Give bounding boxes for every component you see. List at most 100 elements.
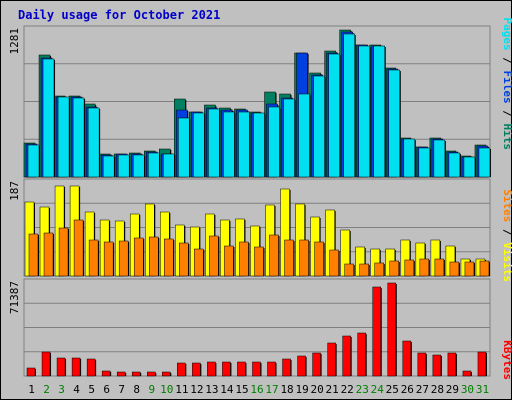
bar-sites-8	[133, 237, 144, 277]
bar-kbytes-6	[101, 370, 111, 377]
bar-pages-23	[358, 45, 370, 178]
bar-kbytes-29	[447, 352, 457, 377]
legend-visits: Visits	[501, 242, 512, 282]
bar-pages-6	[102, 155, 115, 178]
bar-kbytes-23	[357, 332, 366, 377]
bar-kbytes-27	[417, 352, 427, 377]
day-label-10: 10	[160, 383, 173, 396]
bar-sites-20	[314, 241, 324, 277]
bar-kbytes-17	[267, 361, 276, 377]
legend-hits: Hits	[501, 124, 512, 151]
bar-sites-6	[103, 241, 114, 277]
bar-kbytes-7	[116, 371, 126, 377]
bar-kbytes-21	[327, 342, 336, 377]
bar-pages-25	[388, 69, 401, 178]
bar-sites-17	[269, 234, 279, 277]
bar-kbytes-30	[462, 370, 472, 377]
bar-sites-28	[434, 258, 445, 277]
visits-panel: 187	[8, 178, 491, 277]
bar-pages-24	[373, 45, 385, 178]
day-label-6: 6	[103, 383, 110, 396]
bar-pages-9	[148, 152, 160, 178]
day-label-29: 29	[446, 383, 459, 396]
bar-kbytes-8	[131, 371, 141, 377]
day-label-12: 12	[190, 383, 203, 396]
bar-sites-25	[389, 260, 400, 277]
bar-pages-17	[268, 106, 280, 178]
bar-pages-10	[163, 153, 175, 178]
y-max-label: 187	[8, 181, 21, 201]
bar-sites-19	[299, 239, 309, 277]
legend-sep-1: /	[501, 51, 512, 71]
bar-pages-29	[448, 152, 461, 178]
bar-sites-24	[374, 262, 384, 277]
day-label-3: 3	[58, 383, 65, 396]
bar-sites-23	[359, 263, 369, 277]
day-label-1: 1	[28, 383, 35, 396]
bar-sites-2	[43, 232, 54, 277]
hits-panel: 1281	[8, 25, 491, 178]
bar-pages-18	[283, 98, 295, 178]
day-label-16: 16	[250, 383, 263, 396]
bar-pages-14	[223, 111, 235, 178]
day-label-23: 23	[356, 383, 369, 396]
bar-kbytes-13	[207, 361, 216, 377]
bar-pages-22	[343, 33, 355, 178]
bar-kbytes-14	[222, 361, 231, 377]
bar-kbytes-31	[477, 351, 487, 377]
day-label-8: 8	[133, 383, 140, 396]
bar-sites-31	[479, 260, 490, 277]
legend-sites: Sites	[501, 189, 512, 222]
legend-kbytes: KBytes	[501, 340, 512, 380]
bar-kbytes-1	[26, 367, 36, 377]
bar-kbytes-15	[237, 361, 246, 377]
bar-kbytes-20	[312, 352, 321, 377]
chart-title: Daily usage for October 2021	[18, 8, 220, 22]
bar-kbytes-11	[177, 362, 186, 377]
bar-pages-30	[463, 156, 476, 178]
legend-sep-2: /	[501, 104, 512, 124]
day-label-11: 11	[175, 383, 188, 396]
day-label-13: 13	[205, 383, 218, 396]
bar-kbytes-3	[56, 357, 66, 377]
day-label-14: 14	[220, 383, 234, 396]
bar-pages-4	[72, 97, 85, 178]
bar-pages-13	[208, 108, 220, 178]
bar-pages-28	[433, 139, 446, 178]
bar-kbytes-10	[162, 371, 171, 377]
bar-sites-15	[239, 241, 249, 277]
bar-pages-21	[328, 53, 340, 178]
day-label-22: 22	[341, 383, 354, 396]
day-label-18: 18	[280, 383, 293, 396]
bar-pages-15	[238, 111, 250, 178]
bar-sites-27	[419, 258, 430, 277]
day-label-5: 5	[88, 383, 95, 396]
bar-pages-1	[27, 144, 40, 178]
kbytes-panel: 71387	[8, 278, 491, 377]
day-label-31: 31	[476, 383, 489, 396]
bar-kbytes-4	[71, 357, 81, 377]
day-label-2: 2	[43, 383, 50, 396]
bar-pages-27	[418, 147, 431, 178]
legend-files: Files	[501, 71, 512, 104]
legend-sep-3: /	[501, 222, 512, 242]
day-label-21: 21	[326, 383, 339, 396]
bar-sites-10	[164, 238, 174, 277]
bar-pages-16	[253, 112, 265, 178]
bar-pages-20	[313, 75, 325, 178]
legend-bottom: KBytes	[501, 340, 512, 380]
bar-sites-9	[149, 236, 159, 277]
bar-pages-3	[57, 96, 70, 178]
bar-sites-29	[449, 261, 460, 277]
y-max-label: 71387	[8, 281, 21, 314]
bar-kbytes-22	[342, 335, 351, 377]
bar-pages-31	[478, 147, 491, 178]
day-label-26: 26	[401, 383, 414, 396]
bar-kbytes-24	[372, 286, 381, 377]
day-label-9: 9	[148, 383, 155, 396]
bar-sites-3	[58, 227, 69, 277]
day-label-19: 19	[295, 383, 308, 396]
bar-sites-18	[284, 239, 294, 277]
bar-kbytes-5	[86, 358, 96, 377]
day-label-7: 7	[118, 383, 125, 396]
